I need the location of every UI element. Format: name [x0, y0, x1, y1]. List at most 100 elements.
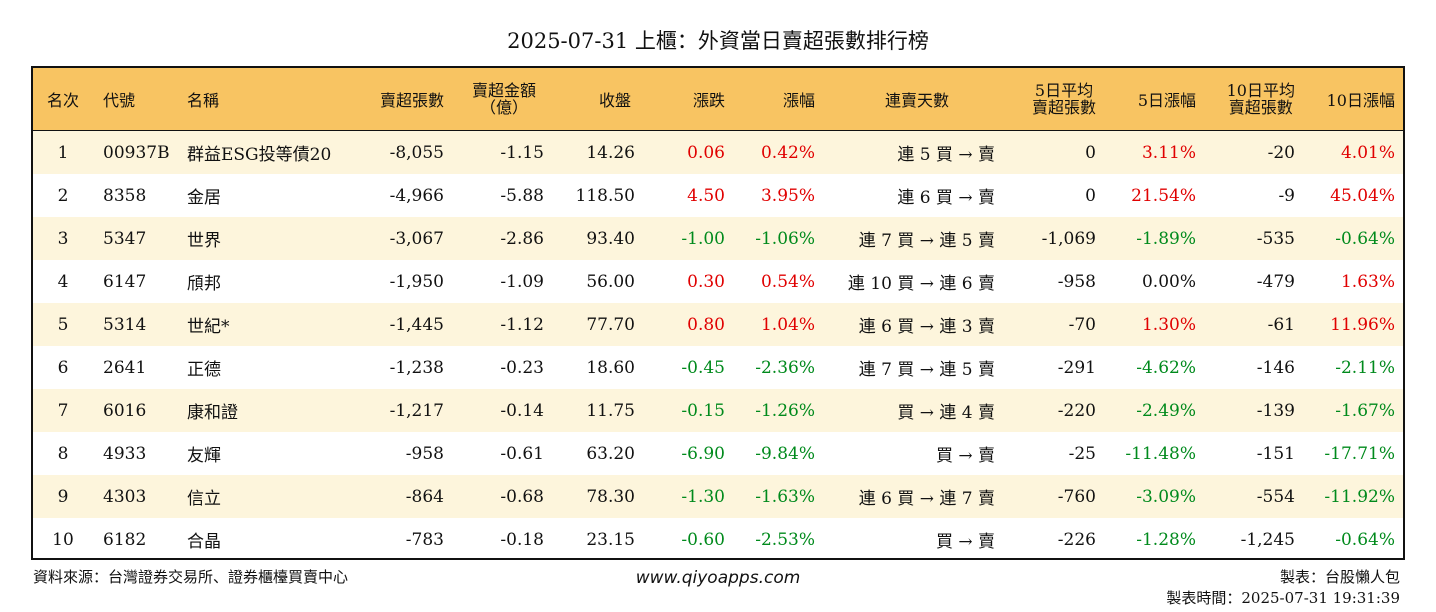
cell-streak: 連 7 買 → 連 5 賣: [858, 231, 995, 251]
cell-sell-amount: -0.23: [500, 357, 544, 378]
header-sell-amount: 賣超金額 （億）: [449, 68, 559, 130]
table-row: 2 8358 金居 -4,966 -5.88 118.50 4.50 3.95% 連 6 買 →…: [33, 174, 1403, 217]
cell-avg10: -151: [1256, 443, 1295, 464]
cell-avg5: -958: [1057, 271, 1096, 292]
cell-close: 14.26: [586, 142, 635, 163]
cell-streak: 買 → 連 4 賣: [897, 403, 995, 423]
cell-pct: -9.84%: [755, 443, 815, 464]
cell-pct10: 1.63%: [1340, 271, 1395, 292]
cell-rank: 6: [57, 357, 69, 378]
cell-pct: -2.53%: [755, 529, 815, 550]
cell-avg10: -554: [1256, 486, 1295, 507]
table-row: 4 6147 頎邦 -1,950 -1.09 56.00 0.30 0.54% 連 10 買 →…: [33, 260, 1403, 303]
cell-close: 23.15: [586, 529, 635, 550]
website-link[interactable]: www.qiyoapps.com: [635, 568, 801, 588]
cell-sell-lots: -1,445: [389, 314, 444, 335]
cell-pct5: -11.48%: [1125, 443, 1196, 464]
cell-code: 5347: [103, 228, 147, 249]
cell-sell-amount: -1.15: [500, 142, 544, 163]
table-header: 名次 代號 名稱 賣超張數 賣超金額 （億） 收盤 漲跌 漲幅 連賣天數 5日平…: [33, 68, 1403, 131]
cell-streak: 連 5 買 → 賣: [897, 145, 995, 165]
cell-change: -0.45: [681, 357, 725, 378]
cell-change: 0.06: [687, 142, 725, 163]
cell-sell-amount: -1.12: [500, 314, 544, 335]
maker-label: 製表：台股懶人包: [1279, 568, 1400, 586]
cell-pct10: 11.96%: [1330, 314, 1395, 335]
cell-name: 群益ESG投等債20: [187, 145, 332, 165]
cell-close: 63.20: [586, 443, 635, 464]
cell-sell-lots: -1,238: [389, 357, 444, 378]
cell-pct10: -0.64%: [1335, 529, 1395, 550]
cell-streak: 連 10 買 → 連 6 賣: [847, 274, 995, 294]
header-avg5: 5日平均 賣超張數: [1005, 68, 1096, 130]
cell-name: 信立: [187, 489, 221, 509]
cell-avg5: -70: [1068, 314, 1096, 335]
cell-rank: 9: [57, 486, 69, 507]
cell-avg5: -220: [1057, 400, 1096, 421]
cell-pct10: -1.67%: [1335, 400, 1395, 421]
cell-sell-amount: -0.18: [500, 529, 544, 550]
cell-change: 0.80: [687, 314, 725, 335]
cell-sell-lots: -958: [405, 443, 444, 464]
cell-code: 4933: [103, 443, 147, 464]
cell-avg10: -535: [1256, 228, 1295, 249]
cell-close: 56.00: [586, 271, 635, 292]
cell-change: 0.30: [687, 271, 725, 292]
header-avg10-line1: 10日平均: [1226, 81, 1295, 100]
cell-pct5: -3.09%: [1136, 486, 1196, 507]
cell-close: 77.70: [586, 314, 635, 335]
header-pct10: 10日漲幅: [1326, 91, 1395, 110]
cell-rank: 8: [57, 443, 69, 464]
cell-close: 11.75: [586, 400, 635, 421]
cell-pct10: -0.64%: [1335, 228, 1395, 249]
cell-pct: 0.42%: [760, 142, 815, 163]
cell-code: 00937B: [103, 142, 170, 163]
cell-change: -0.60: [681, 529, 725, 550]
cell-pct: 1.04%: [760, 314, 815, 335]
cell-pct: -1.26%: [755, 400, 815, 421]
cell-close: 18.60: [586, 357, 635, 378]
cell-pct5: -1.89%: [1136, 228, 1196, 249]
cell-sell-lots: -1,950: [389, 271, 444, 292]
cell-name: 正德: [187, 360, 221, 380]
cell-sell-amount: -0.61: [500, 443, 544, 464]
cell-pct: -1.63%: [755, 486, 815, 507]
cell-avg5: -291: [1057, 357, 1096, 378]
cell-change: -0.15: [681, 400, 725, 421]
cell-name: 頎邦: [187, 274, 221, 294]
cell-code: 2641: [103, 357, 147, 378]
table-row: 9 4303 信立 -864 -0.68 78.30 -1.30 -1.63% 連 6 買 → …: [33, 475, 1403, 518]
table-row: 6 2641 正德 -1,238 -0.23 18.60 -0.45 -2.36% 連 7 買 …: [33, 346, 1403, 389]
cell-pct5: 3.11%: [1141, 142, 1196, 163]
header-rank: 名次: [46, 91, 79, 110]
cell-avg5: -25: [1068, 443, 1096, 464]
cell-avg5: 0: [1085, 185, 1096, 206]
header-change: 漲跌: [692, 91, 725, 110]
cell-name: 世紀*: [187, 317, 230, 337]
table-row: 5 5314 世紀* -1,445 -1.12 77.70 0.80 1.04% 連 6 買 →…: [33, 303, 1403, 346]
cell-rank: 4: [57, 271, 69, 292]
cell-sell-lots: -8,055: [389, 142, 444, 163]
cell-name: 金居: [187, 188, 221, 208]
cell-rank: 10: [52, 529, 74, 550]
cell-sell-lots: -783: [405, 529, 444, 550]
cell-pct5: -4.62%: [1136, 357, 1196, 378]
cell-avg10: -1,245: [1240, 529, 1295, 550]
header-pct5: 5日漲幅: [1137, 91, 1196, 110]
cell-close: 78.30: [586, 486, 635, 507]
cell-pct10: -2.11%: [1335, 357, 1395, 378]
ranking-table: 名次 代號 名稱 賣超張數 賣超金額 （億） 收盤 漲跌 漲幅 連賣天數 5日平…: [31, 66, 1405, 560]
cell-sell-amount: -0.68: [500, 486, 544, 507]
cell-code: 6016: [103, 400, 147, 421]
table-body: 1 00937B 群益ESG投等債20 -8,055 -1.15 14.26 0.06 0.4…: [33, 131, 1403, 558]
cell-code: 5314: [103, 314, 147, 335]
cell-avg10: -9: [1278, 185, 1295, 206]
cell-streak: 連 7 買 → 連 5 賣: [858, 360, 995, 380]
cell-rank: 1: [57, 142, 69, 163]
cell-change: -1.00: [681, 228, 725, 249]
header-close: 收盤: [598, 91, 631, 110]
cell-streak: 連 6 買 → 賣: [897, 188, 995, 208]
header-name: 名稱: [187, 91, 220, 110]
table-row: 7 6016 康和證 -1,217 -0.14 11.75 -0.15 -1.26% 買 → 連…: [33, 389, 1403, 432]
cell-avg10: -61: [1267, 314, 1295, 335]
